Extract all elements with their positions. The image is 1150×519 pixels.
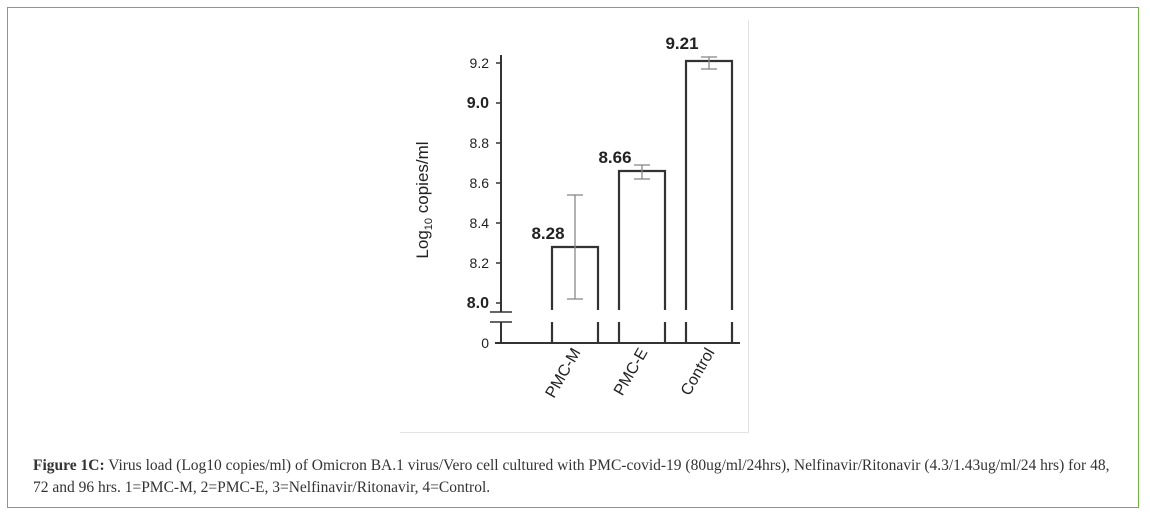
bar bbox=[617, 169, 667, 310]
x-tick-label: PMC-M bbox=[543, 346, 585, 401]
y-tick-label: 8.0 bbox=[467, 295, 489, 312]
data-label: 8.66 bbox=[598, 148, 631, 167]
x-tick-label: PMC-E bbox=[611, 346, 652, 399]
bar-chart: 0 8.0 8.2 8.4 8.6 8.8 9.0 9.2 Log10 copies/ml 8.2… bbox=[413, 34, 740, 401]
figure-frame bbox=[7, 7, 1139, 508]
figure-caption: Figure 1C: Virus load (Log10 copies/ml) … bbox=[33, 455, 1123, 499]
y-tick-label: 8.2 bbox=[470, 255, 490, 271]
y-tick-label: 0 bbox=[481, 335, 489, 351]
data-label: 8.28 bbox=[531, 224, 564, 243]
y-tick-label: 9.0 bbox=[467, 95, 489, 112]
caption-text: Virus load (Log10 copies/ml) of Omicron … bbox=[33, 457, 1110, 496]
caption-label: Figure 1C: bbox=[33, 457, 105, 474]
data-label: 9.21 bbox=[665, 34, 698, 53]
chart-image-box bbox=[400, 20, 749, 433]
bar bbox=[684, 59, 734, 310]
y-tick-label: 8.4 bbox=[470, 215, 490, 231]
y-tick-label: 8.8 bbox=[470, 135, 490, 151]
y-axis-label: Log10 copies/ml bbox=[413, 141, 435, 258]
x-tick-label: Control bbox=[678, 346, 719, 399]
y-tick-label: 8.6 bbox=[470, 175, 490, 191]
y-tick-label: 9.2 bbox=[470, 55, 490, 71]
